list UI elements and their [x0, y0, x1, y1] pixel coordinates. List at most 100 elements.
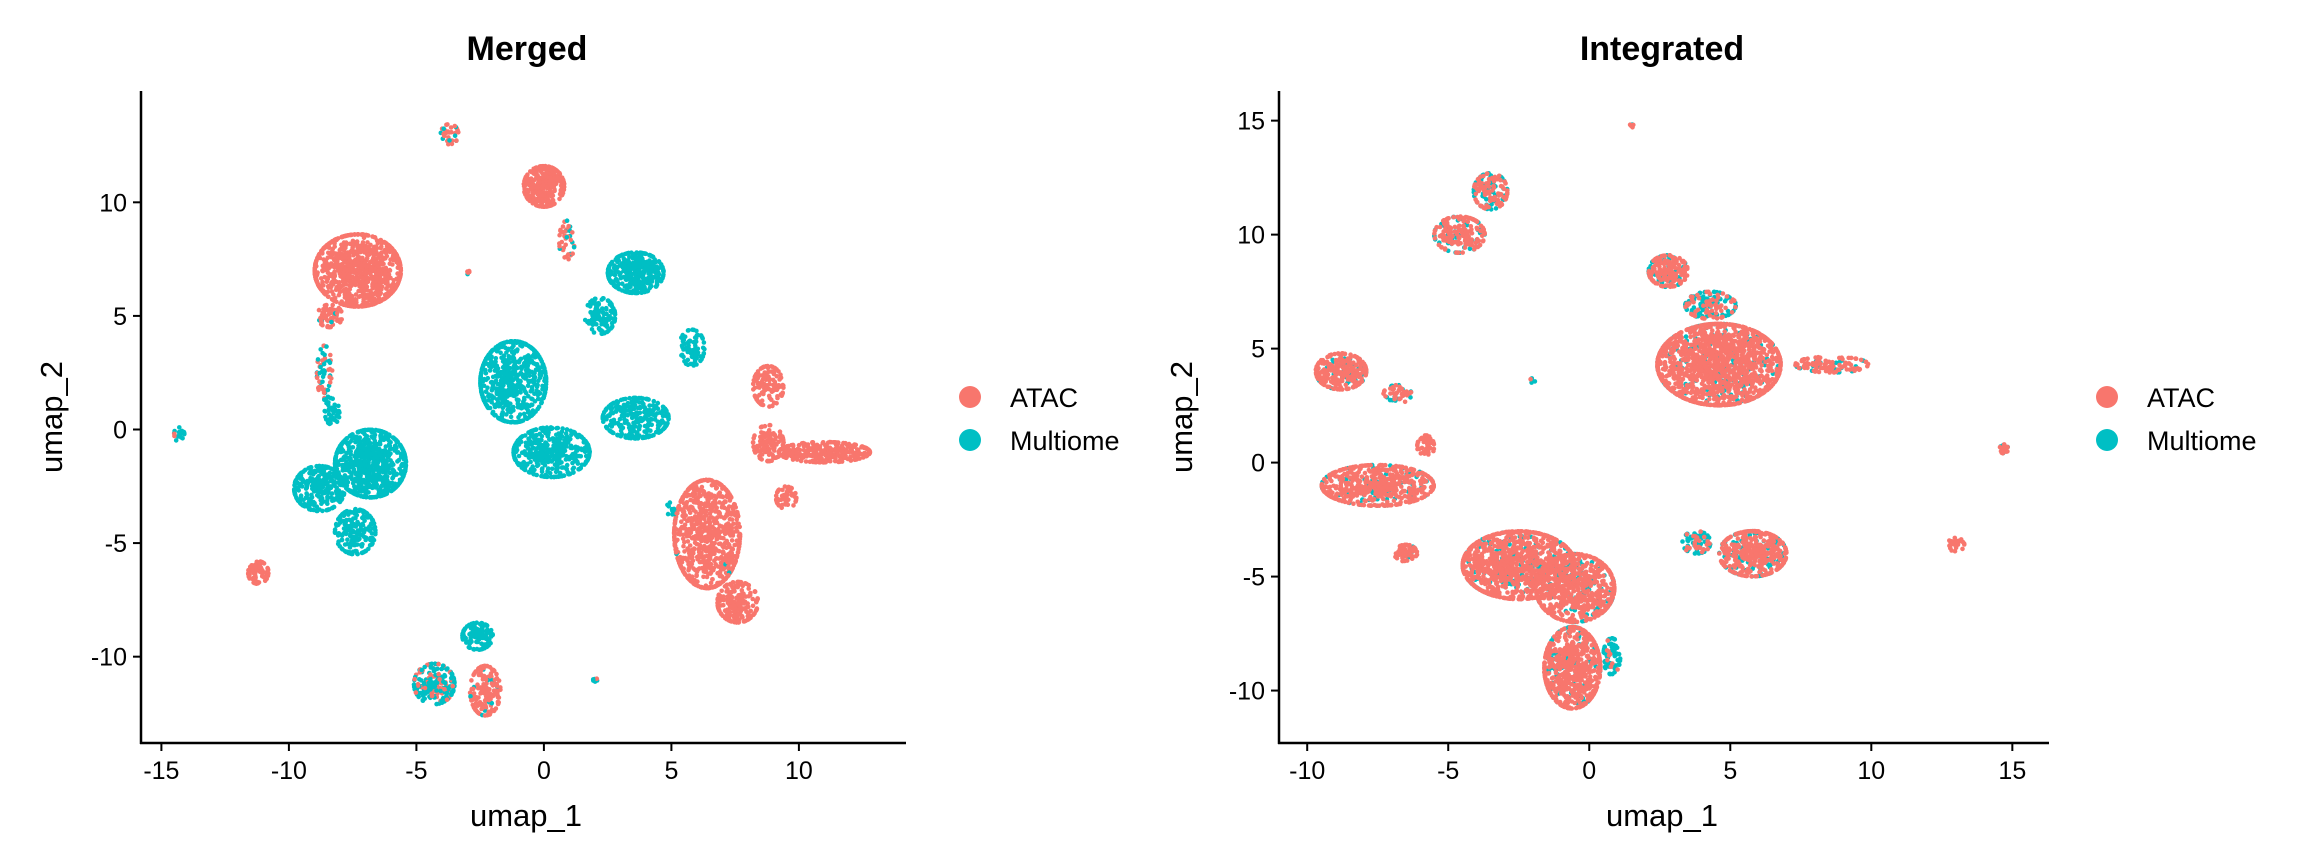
point-multiome	[389, 461, 394, 467]
point-multiome	[383, 444, 389, 449]
point-atac	[329, 289, 335, 294]
point-multiome	[488, 380, 494, 385]
point-atac	[709, 483, 715, 488]
point-atac	[780, 487, 785, 493]
point-atac	[546, 198, 552, 204]
point-atac	[327, 374, 332, 380]
point-multiome	[529, 369, 535, 375]
point-multiome	[564, 427, 570, 432]
point-multiome	[516, 453, 522, 459]
point-atac	[778, 372, 783, 378]
point-atac	[486, 709, 492, 715]
point-atac	[492, 668, 497, 674]
point-atac	[477, 700, 483, 705]
point-multiome	[564, 235, 570, 240]
point-atac	[259, 571, 265, 576]
point-atac	[360, 240, 366, 245]
point-atac	[536, 203, 541, 209]
point-multiome	[549, 466, 555, 472]
point-multiome	[522, 433, 528, 438]
point-multiome	[646, 397, 651, 402]
point-atac	[750, 603, 756, 609]
point-multiome	[329, 477, 335, 483]
point-atac	[771, 369, 777, 374]
point-multiome	[634, 250, 639, 255]
point-atac	[357, 293, 363, 299]
point-multiome	[651, 398, 657, 404]
point-atac	[682, 539, 687, 545]
point-multiome	[347, 545, 353, 550]
points-layer	[171, 122, 873, 718]
point-multiome	[320, 374, 326, 380]
point-multiome	[509, 345, 515, 350]
point-multiome	[517, 412, 523, 417]
point-atac	[828, 458, 833, 464]
point-multiome	[324, 400, 329, 406]
point-atac	[366, 276, 372, 282]
point-multiome	[478, 647, 484, 652]
point-atac	[731, 521, 736, 526]
point-multiome	[367, 528, 373, 533]
point-multiome	[560, 426, 565, 431]
point-multiome	[521, 411, 527, 417]
point-atac	[817, 460, 823, 465]
point-multiome	[320, 379, 325, 385]
point-multiome	[340, 547, 345, 552]
point-multiome	[652, 413, 658, 419]
point-multiome	[526, 469, 532, 475]
point-atac	[775, 394, 780, 399]
point-atac	[679, 524, 685, 530]
point-multiome	[649, 417, 654, 422]
point-atac	[698, 488, 704, 493]
point-multiome	[429, 661, 435, 667]
point-multiome	[514, 349, 520, 354]
point-multiome	[599, 297, 605, 302]
point-multiome	[627, 395, 632, 401]
point-atac	[482, 713, 488, 718]
point-atac	[712, 540, 717, 546]
point-multiome	[571, 465, 577, 471]
point-multiome	[656, 419, 661, 425]
point-atac	[710, 577, 715, 582]
point-atac	[746, 586, 751, 591]
point-atac	[467, 269, 472, 275]
point-atac	[365, 292, 370, 298]
point-atac	[469, 678, 474, 683]
point-multiome	[641, 435, 647, 441]
point-multiome	[173, 438, 179, 443]
point-atac	[343, 302, 349, 308]
point-atac	[354, 239, 360, 244]
point-atac	[694, 568, 699, 573]
point-multiome	[618, 397, 624, 403]
point-atac	[487, 673, 493, 679]
point-atac	[721, 602, 726, 608]
point-multiome	[335, 533, 341, 538]
point-multiome	[519, 366, 524, 372]
point-multiome	[660, 404, 666, 410]
point-multiome	[474, 639, 479, 645]
point-atac	[441, 131, 446, 137]
point-multiome	[682, 359, 687, 364]
point-multiome	[702, 346, 707, 352]
point-multiome	[378, 435, 384, 441]
point-atac	[721, 535, 726, 541]
point-multiome	[490, 632, 496, 638]
point-multiome	[493, 356, 499, 361]
point-atac	[721, 550, 726, 556]
point-atac	[694, 541, 699, 547]
point-atac	[370, 286, 376, 291]
point-multiome	[325, 507, 331, 513]
point-atac	[818, 447, 824, 453]
point-multiome	[322, 408, 328, 414]
point-atac	[353, 280, 359, 286]
point-multiome	[493, 359, 498, 365]
point-multiome	[559, 465, 565, 470]
point-atac	[473, 700, 479, 706]
point-multiome	[325, 501, 330, 507]
point-multiome	[487, 368, 493, 373]
point-atac	[703, 510, 708, 516]
point-multiome	[589, 327, 595, 332]
point-atac	[733, 505, 738, 510]
